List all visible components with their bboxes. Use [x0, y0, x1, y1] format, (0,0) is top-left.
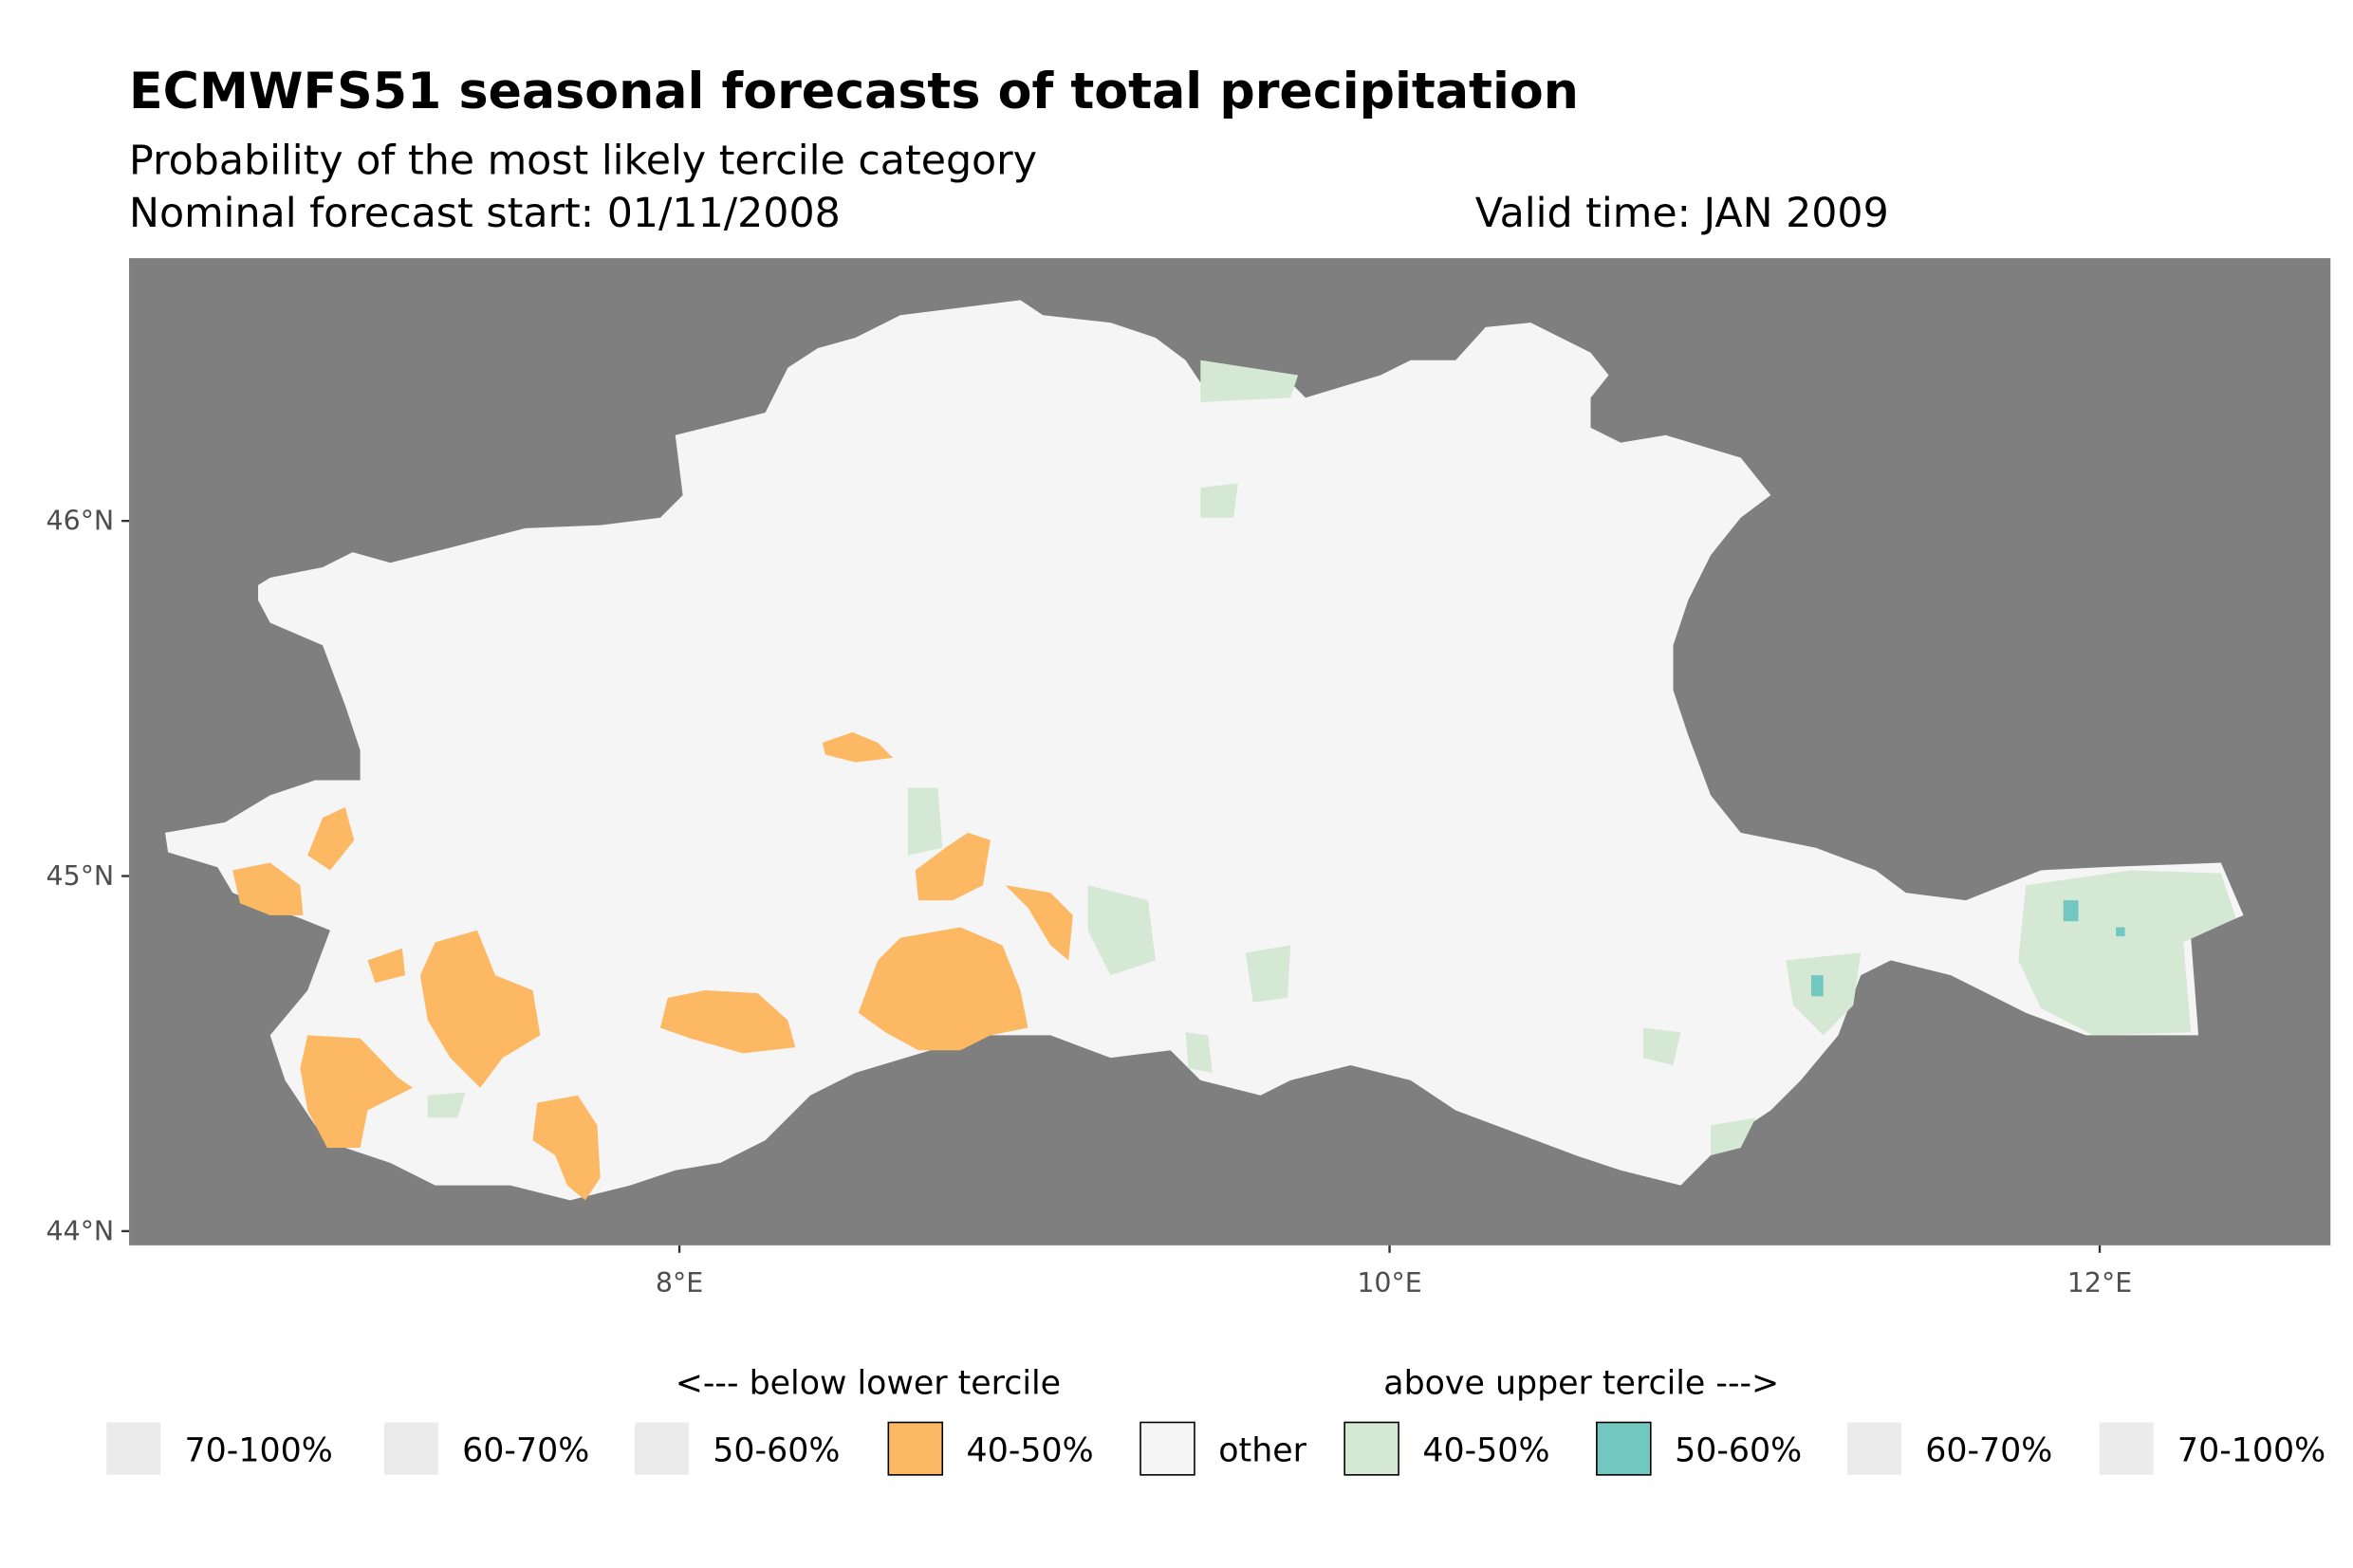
x-axis: 8°E 10°E 12°E [656, 1245, 2132, 1299]
below-40-50-patches [232, 731, 1073, 1201]
above-50-60-patches [1811, 900, 2125, 997]
patch-above-40-50 [1185, 1032, 1213, 1073]
patch-above-50-60 [2063, 900, 2079, 922]
patch-below-40-50 [532, 1095, 601, 1201]
legend-label: 40-50% [967, 1432, 1094, 1470]
forecast-start-label: Nominal forecast start: 01/11/2008 [129, 190, 841, 237]
legend-swatch [1846, 1422, 1901, 1475]
legend-swatch [635, 1422, 689, 1475]
legend-label: 40-50% [1422, 1432, 1549, 1470]
y-tick-label: 45°N [46, 860, 114, 892]
patch-above-40-50 [1711, 1117, 1756, 1155]
chart-subtitle: Probability of the most likely tercile c… [129, 138, 1037, 185]
patch-below-40-50 [858, 927, 1028, 1051]
legend-swatch [106, 1422, 161, 1475]
chart-title: ECMWFS51 seasonal forecasts of total pre… [129, 64, 1579, 120]
legend-swatch [2099, 1422, 2154, 1475]
legend-item: 50-60% [1596, 1421, 1802, 1476]
patch-above-40-50 [1087, 885, 1156, 976]
legend-label: 70-100% [185, 1432, 333, 1470]
patch-below-40-50 [367, 948, 406, 984]
patch-below-40-50 [822, 731, 894, 763]
patch-above-40-50 [1200, 360, 1299, 402]
x-tick-label: 10°E [1357, 1267, 1421, 1299]
legend-item: 70-100% [106, 1422, 333, 1475]
legend-swatch [887, 1421, 944, 1476]
patch-below-40-50 [915, 832, 991, 901]
x-tick-label: 8°E [656, 1267, 703, 1299]
legend-item: 40-50% [887, 1421, 1094, 1476]
legend-label: 60-70% [1925, 1432, 2052, 1470]
legend-item: other [1139, 1421, 1307, 1476]
legend-below-header: <--- below lower tercile [676, 1364, 1061, 1402]
patch-above-40-50 [427, 1092, 466, 1118]
land-other [164, 300, 2244, 1201]
patch-above-40-50 [1245, 945, 1291, 1003]
patch-below-40-50 [232, 862, 304, 915]
patch-below-40-50 [307, 807, 355, 871]
legend-above-header: above upper tercile ---> [1383, 1364, 1779, 1402]
valid-time-label: Valid time: JAN 2009 [1475, 190, 1889, 237]
legend-label: 70-100% [2177, 1432, 2325, 1470]
legend-swatch [383, 1422, 438, 1475]
patch-above-50-60 [1811, 975, 1824, 997]
patch-below-40-50 [1005, 885, 1073, 961]
x-tick-label: 12°E [2067, 1267, 2132, 1299]
patch-above-40-50 [1200, 483, 1238, 518]
legend-label: 50-60% [713, 1432, 840, 1470]
legend-item: 70-100% [2099, 1422, 2325, 1475]
legend-item: 60-70% [383, 1422, 589, 1475]
y-axis: 46°N 45°N 44°N [46, 506, 130, 1246]
legend-item: 50-60% [635, 1422, 840, 1475]
legend: 70-100% 60-70% 50-60% 40-50% other 40-50% 50-6… [106, 1421, 2325, 1476]
legend-swatch [1343, 1421, 1399, 1476]
legend-swatch [1596, 1421, 1652, 1476]
legend-item: 60-70% [1846, 1422, 2052, 1475]
y-tick-label: 46°N [46, 506, 114, 537]
patch-below-40-50 [659, 989, 796, 1054]
patch-above-50-60 [2116, 927, 2125, 937]
patch-below-40-50 [419, 930, 541, 1088]
legend-item: 40-50% [1343, 1421, 1550, 1476]
patch-above-40-50 [907, 787, 943, 856]
patch-above-40-50 [1642, 1027, 1681, 1066]
legend-swatch [1139, 1421, 1195, 1476]
map-region [164, 300, 2244, 1201]
legend-label: 60-70% [462, 1432, 589, 1470]
y-tick-label: 44°N [46, 1215, 114, 1246]
legend-label: other [1218, 1432, 1306, 1470]
patch-below-40-50 [300, 1035, 413, 1149]
legend-label: 50-60% [1675, 1432, 1802, 1470]
